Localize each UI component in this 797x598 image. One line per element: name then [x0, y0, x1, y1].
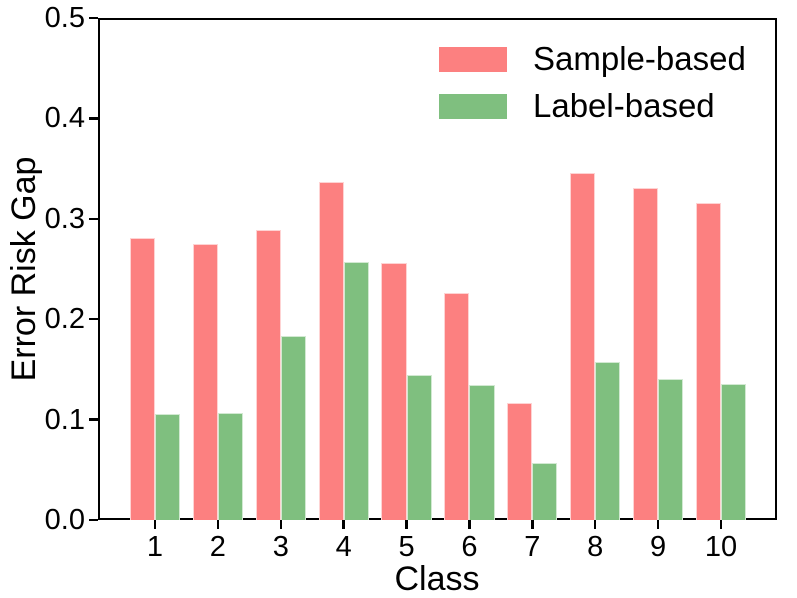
- x-axis-label: Class: [394, 560, 480, 598]
- legend: Sample-based Label-based: [439, 42, 746, 123]
- x-tick-label-5: 5: [398, 531, 415, 563]
- y-tick-label-0.1: 0.1: [44, 403, 85, 436]
- bar-label-based-class-9: [658, 379, 684, 520]
- y-tick-mark-0.3: [89, 217, 98, 221]
- x-tick-label-4: 4: [335, 531, 352, 563]
- y-tick-label-0.3: 0.3: [44, 202, 85, 235]
- bar-sample-based-class-6: [444, 293, 470, 520]
- y-tick-label-0.5: 0.5: [44, 2, 85, 34]
- x-tick-label-1: 1: [146, 531, 164, 563]
- x-tick-mark-8: [593, 520, 597, 529]
- bar-sample-based-class-8: [570, 172, 596, 520]
- bar-sample-based-class-9: [633, 187, 659, 520]
- y-tick-label-0.2: 0.2: [44, 303, 85, 336]
- x-tick-mark-10: [719, 520, 723, 529]
- x-tick-label-8: 8: [587, 531, 604, 563]
- x-tick-mark-3: [279, 520, 283, 529]
- bar-sample-based-class-10: [695, 202, 721, 520]
- x-tick-mark-4: [342, 520, 345, 529]
- y-tick-mark-0.4: [89, 117, 98, 120]
- y-tick-mark-0.2: [89, 317, 98, 321]
- legend-item-label-based: Label-based: [439, 89, 746, 123]
- bar-label-based-class-3: [280, 336, 306, 520]
- legend-swatch-label-based-icon: [439, 93, 507, 119]
- bar-sample-based-class-3: [255, 229, 281, 520]
- bar-label-based-class-1: [155, 413, 181, 520]
- y-tick-label-0.0: 0.0: [44, 504, 85, 536]
- x-tick-label-9: 9: [650, 531, 667, 563]
- bar-label-based-class-10: [721, 384, 747, 520]
- legend-label-sample-based: Sample-based: [533, 40, 746, 77]
- plot-area: [98, 18, 777, 520]
- x-tick-mark-7: [531, 520, 534, 529]
- bar-sample-based-class-2: [192, 243, 218, 520]
- x-tick-mark-6: [468, 520, 471, 529]
- bar-sample-based-class-7: [507, 402, 533, 520]
- x-tick-label-7: 7: [524, 531, 541, 563]
- legend-swatch-sample-based-icon: [439, 46, 507, 72]
- x-tick-mark-5: [405, 520, 408, 529]
- x-tick-label-6: 6: [461, 531, 478, 563]
- y-tick-mark-0.0: [89, 518, 98, 522]
- x-tick-label-10: 10: [704, 531, 738, 563]
- bar-label-based-class-8: [595, 362, 621, 520]
- bar-sample-based-class-5: [381, 262, 407, 520]
- bar-label-based-class-5: [406, 375, 432, 520]
- y-tick-mark-0.1: [89, 418, 98, 421]
- x-tick-mark-2: [216, 520, 220, 529]
- legend-label-label-based: Label-based: [533, 87, 715, 124]
- y-tick-mark-0.5: [89, 16, 98, 20]
- x-tick-mark-1: [153, 520, 157, 529]
- x-tick-label-2: 2: [209, 531, 226, 563]
- y-tick-label-0.4: 0.4: [44, 102, 85, 135]
- x-tick-mark-9: [656, 520, 660, 529]
- bar-label-based-class-4: [343, 261, 369, 520]
- bar-sample-based-class-4: [318, 181, 344, 520]
- legend-item-sample-based: Sample-based: [439, 42, 746, 76]
- bar-label-based-class-2: [217, 412, 243, 520]
- y-axis-label: Error Risk Gap: [5, 156, 43, 382]
- bar-label-based-class-7: [532, 462, 558, 520]
- x-tick-label-3: 3: [272, 531, 289, 563]
- bar-sample-based-class-1: [129, 237, 155, 520]
- bar-label-based-class-6: [469, 385, 495, 520]
